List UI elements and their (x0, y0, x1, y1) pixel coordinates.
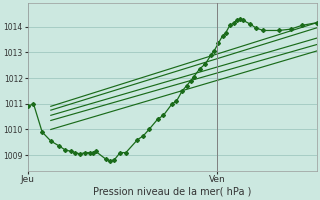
X-axis label: Pression niveau de la mer( hPa ): Pression niveau de la mer( hPa ) (93, 187, 251, 197)
